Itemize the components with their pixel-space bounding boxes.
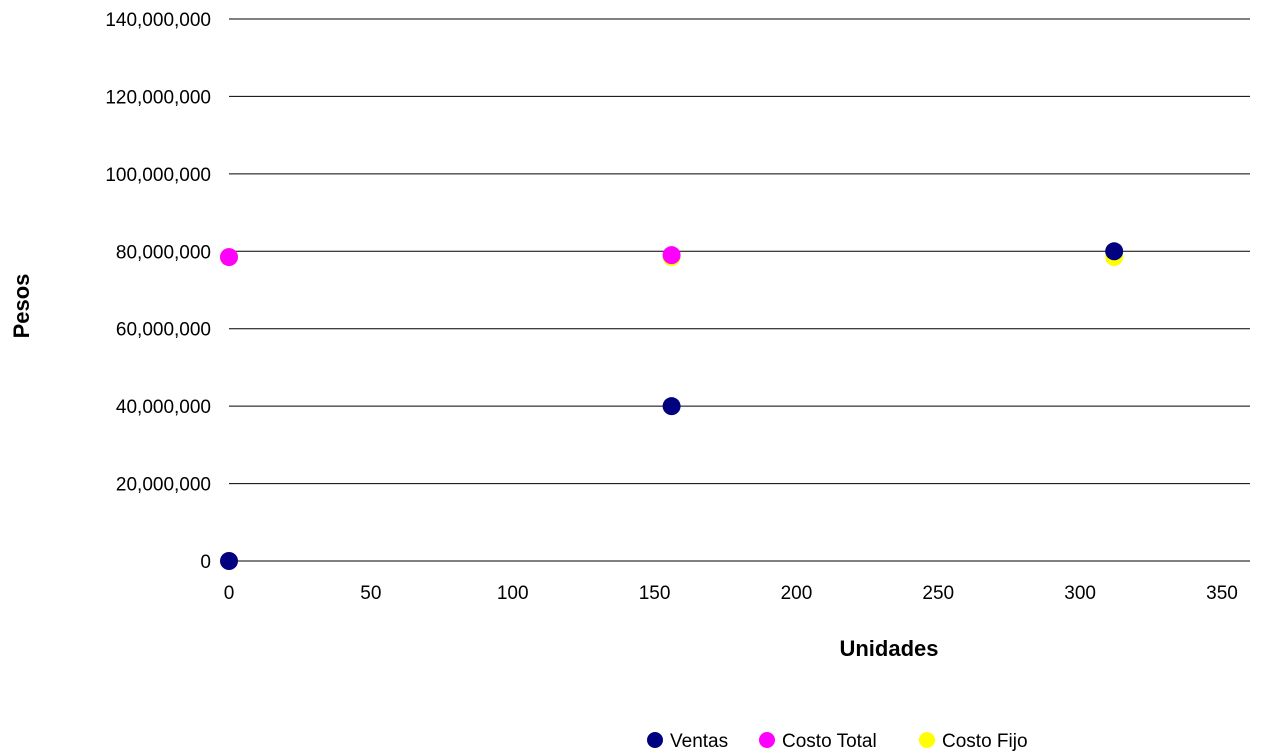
legend-label: Costo Total xyxy=(782,731,877,752)
y-axis-title: Pesos xyxy=(9,274,34,339)
data-point xyxy=(1105,242,1124,261)
legend-marker xyxy=(759,732,775,748)
x-tick-label: 150 xyxy=(639,583,671,604)
x-tick-label: 0 xyxy=(224,583,235,604)
data-point xyxy=(220,552,238,570)
x-tick-label: 250 xyxy=(922,583,954,604)
legend-marker xyxy=(647,732,663,748)
data-point xyxy=(220,248,238,267)
y-tick-label: 80,000,000 xyxy=(116,242,211,263)
legend-label: Ventas xyxy=(670,731,728,752)
y-tick-label: 140,000,000 xyxy=(105,10,211,31)
y-tick-label: 60,000,000 xyxy=(116,320,211,341)
legend-marker xyxy=(919,732,935,748)
x-tick-label: 100 xyxy=(497,583,529,604)
y-tick-label: 20,000,000 xyxy=(116,475,211,496)
x-tick-label: 200 xyxy=(781,583,813,604)
data-point xyxy=(662,246,681,265)
x-tick-label: 350 xyxy=(1206,583,1238,604)
legend: Ventas Costo Total Costo Fijo xyxy=(647,731,1028,752)
data-points xyxy=(220,242,1124,570)
y-axis-tick-labels: 0 20,000,000 40,000,000 60,000,000 80,000,00… xyxy=(105,10,211,573)
x-axis-title: Unidades xyxy=(839,636,938,661)
y-tick-label: 0 xyxy=(200,552,211,573)
legend-label: Costo Fijo xyxy=(942,731,1028,752)
y-tick-label: 100,000,000 xyxy=(105,165,211,186)
y-tick-label: 120,000,000 xyxy=(105,87,211,108)
data-point xyxy=(662,397,681,416)
x-axis-tick-labels: 0 50 100 150 200 250 300 350 xyxy=(224,583,1238,604)
x-tick-label: 50 xyxy=(360,583,381,604)
gridlines xyxy=(229,18,1250,562)
y-tick-label: 40,000,000 xyxy=(116,397,211,418)
x-tick-label: 300 xyxy=(1064,583,1096,604)
